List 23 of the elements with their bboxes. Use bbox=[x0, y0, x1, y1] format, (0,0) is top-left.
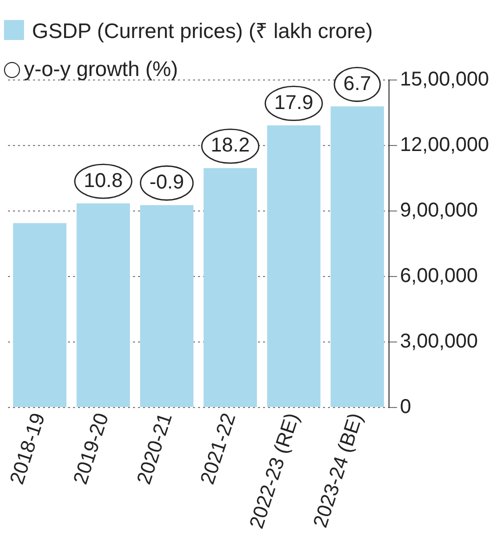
bar bbox=[267, 125, 320, 407]
y-tick-label: 6,00,000 bbox=[400, 264, 478, 287]
annotation: 18.2 bbox=[210, 134, 250, 157]
y-tick-label: 3,00,000 bbox=[400, 330, 478, 352]
annotation: 6.7 bbox=[343, 72, 372, 95]
bar bbox=[330, 106, 384, 407]
x-tick-label: 2018-19 bbox=[6, 410, 50, 488]
x-tick-label: 2023-24 (BE) bbox=[310, 410, 368, 530]
annotation: -0.9 bbox=[150, 172, 184, 194]
bar bbox=[204, 168, 257, 407]
annotation: y-o-y growth (%) bbox=[24, 58, 178, 82]
y-tick-label: 9,00,000 bbox=[400, 199, 478, 222]
bar bbox=[76, 203, 130, 407]
annotation: 17.9 bbox=[274, 92, 314, 114]
legend-label: GSDP (Current prices) (₹ lakh crore) bbox=[31, 19, 373, 45]
x-tick-label: 2019-20 bbox=[70, 410, 114, 488]
y-tick-label: 12,00,000 bbox=[400, 134, 490, 156]
bar bbox=[140, 205, 194, 407]
y-tick-label: 0 bbox=[400, 396, 412, 418]
annotation: 10.8 bbox=[84, 170, 123, 192]
y-tick-label: 15,00,000 bbox=[400, 68, 490, 91]
bar bbox=[13, 223, 66, 407]
x-tick-label: 2022-23 (RE) bbox=[246, 410, 304, 532]
